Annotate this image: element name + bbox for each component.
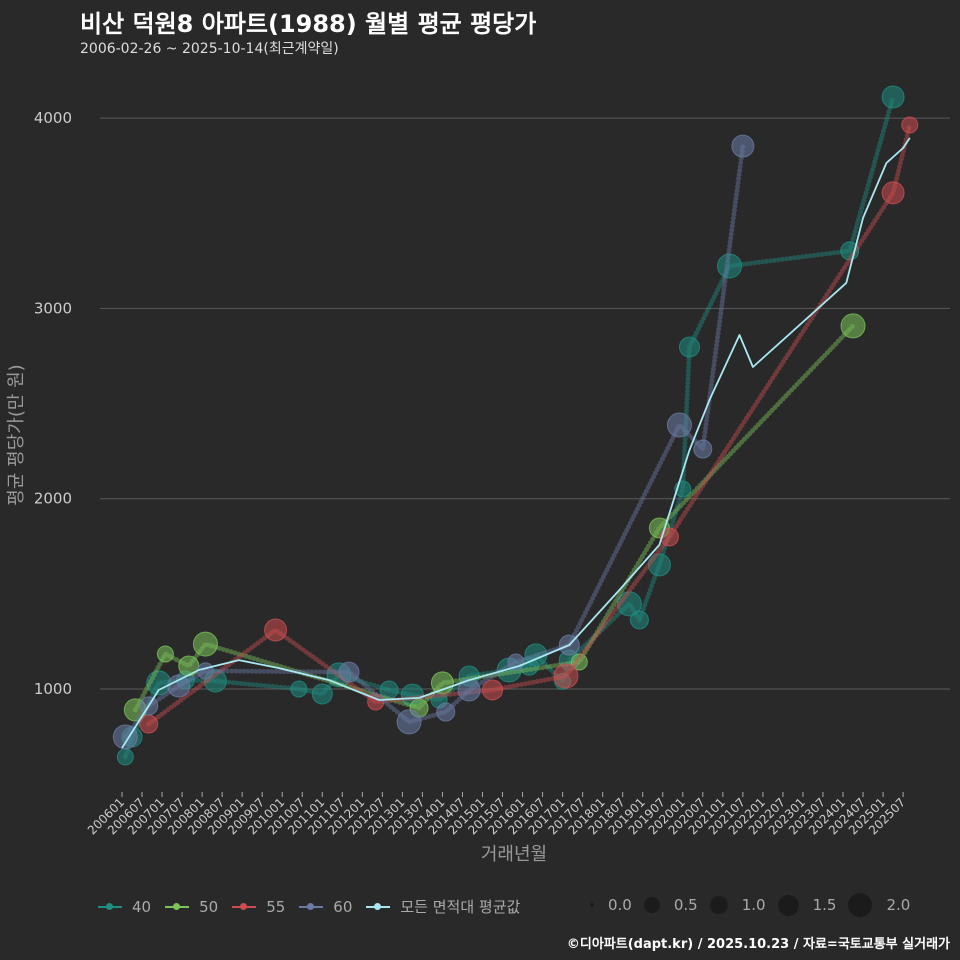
size-circle-icon [777, 894, 799, 916]
series-60-point [436, 702, 456, 722]
series-40-point [647, 553, 671, 577]
size-circle-icon [848, 893, 873, 917]
series-55-point [901, 116, 919, 134]
series-40-point [629, 610, 649, 630]
x-axis-title: 거래년월 [481, 844, 547, 865]
legend-label: 40 [132, 897, 152, 916]
legend-label: 60 [333, 897, 353, 916]
source-caption: ©디아파트(dapt.kr) / 2025.10.23 / 자료=국토교통부 실… [566, 937, 950, 952]
series-55-point [139, 714, 159, 734]
series-55-trail [146, 122, 913, 727]
size-legend-label: 1.5 [812, 896, 837, 914]
legend-key-icon [366, 902, 391, 910]
series-40-point [717, 253, 743, 279]
series-55-point [881, 181, 905, 205]
series-50-point [570, 653, 588, 671]
legend-key-icon [165, 902, 190, 910]
size-legend: 0.0 0.5 1.0 1.5 2.0 [590, 893, 922, 917]
series-50-point [840, 313, 866, 339]
y-tick-label: 2000 [34, 490, 72, 508]
y-tick-label: 4000 [34, 109, 72, 127]
series-60-point [731, 134, 755, 158]
series-40-point [311, 683, 333, 705]
size-legend-label: 1.0 [741, 896, 766, 914]
series-40-point [116, 748, 134, 766]
chart-title: 비산 덕원8 아파트(1988) 월별 평균 평당가 [80, 10, 537, 38]
series-60-point [167, 674, 191, 698]
legend-label: 55 [266, 897, 286, 916]
legend-label: 모든 면적대 평균값 [400, 898, 521, 916]
series-55-point [659, 527, 679, 547]
size-legend-label: 2.0 [886, 896, 911, 914]
size-legend-item: 1.5 [777, 894, 837, 916]
legend-item-2: 55 [232, 898, 285, 916]
series-40-point [290, 680, 308, 698]
y-tick-label: 1000 [34, 680, 72, 698]
legend-label: 50 [199, 897, 219, 916]
series-60-point [396, 709, 422, 735]
legend-item-0: 40 [98, 898, 151, 916]
size-circle-icon [709, 896, 728, 914]
series-60-point [112, 724, 138, 750]
legend-item-1: 50 [165, 898, 218, 916]
series-60-point [693, 439, 713, 459]
series-50-point [430, 671, 454, 695]
legend-key-icon [98, 902, 122, 910]
chart-subtitle: 2006-02-26 ~ 2025-10-14(최근계약일) [80, 41, 339, 57]
series-50-point [192, 631, 218, 657]
size-legend-label: 0.5 [673, 896, 698, 914]
series-60-point [196, 662, 214, 680]
series-55-point [482, 679, 504, 701]
series-40-point [881, 85, 905, 109]
series-50-point [156, 645, 174, 663]
size-circle-icon [590, 903, 594, 907]
legend-item-3: 60 [299, 898, 352, 916]
average-line [121, 137, 911, 749]
y-axis-title: 평균 평당가(만 원) [6, 364, 27, 505]
legend-key-icon [299, 902, 324, 910]
legend-item-4: 모든 면적대 평균값 [366, 896, 520, 917]
series-40-point [678, 336, 700, 358]
series-40-point [616, 591, 642, 617]
size-legend-label: 0.0 [608, 896, 632, 914]
series-60-point [457, 678, 481, 702]
y-tick-label: 3000 [34, 299, 72, 317]
size-legend-item: 0.5 [643, 896, 698, 914]
series-60-point [338, 661, 360, 683]
legend-key-icon [232, 902, 257, 910]
series-legend: 40 50 55 60 모든 면적대 평균값 [98, 896, 534, 917]
series-50-point [178, 655, 200, 677]
size-circle-icon [643, 897, 660, 913]
series-55-point [264, 618, 288, 642]
series-55-point [553, 663, 579, 689]
series-60-point [666, 412, 692, 438]
size-legend-item: 0.0 [590, 896, 632, 914]
size-legend-item: 2.0 [848, 893, 910, 917]
size-legend-item: 1.0 [709, 896, 766, 914]
